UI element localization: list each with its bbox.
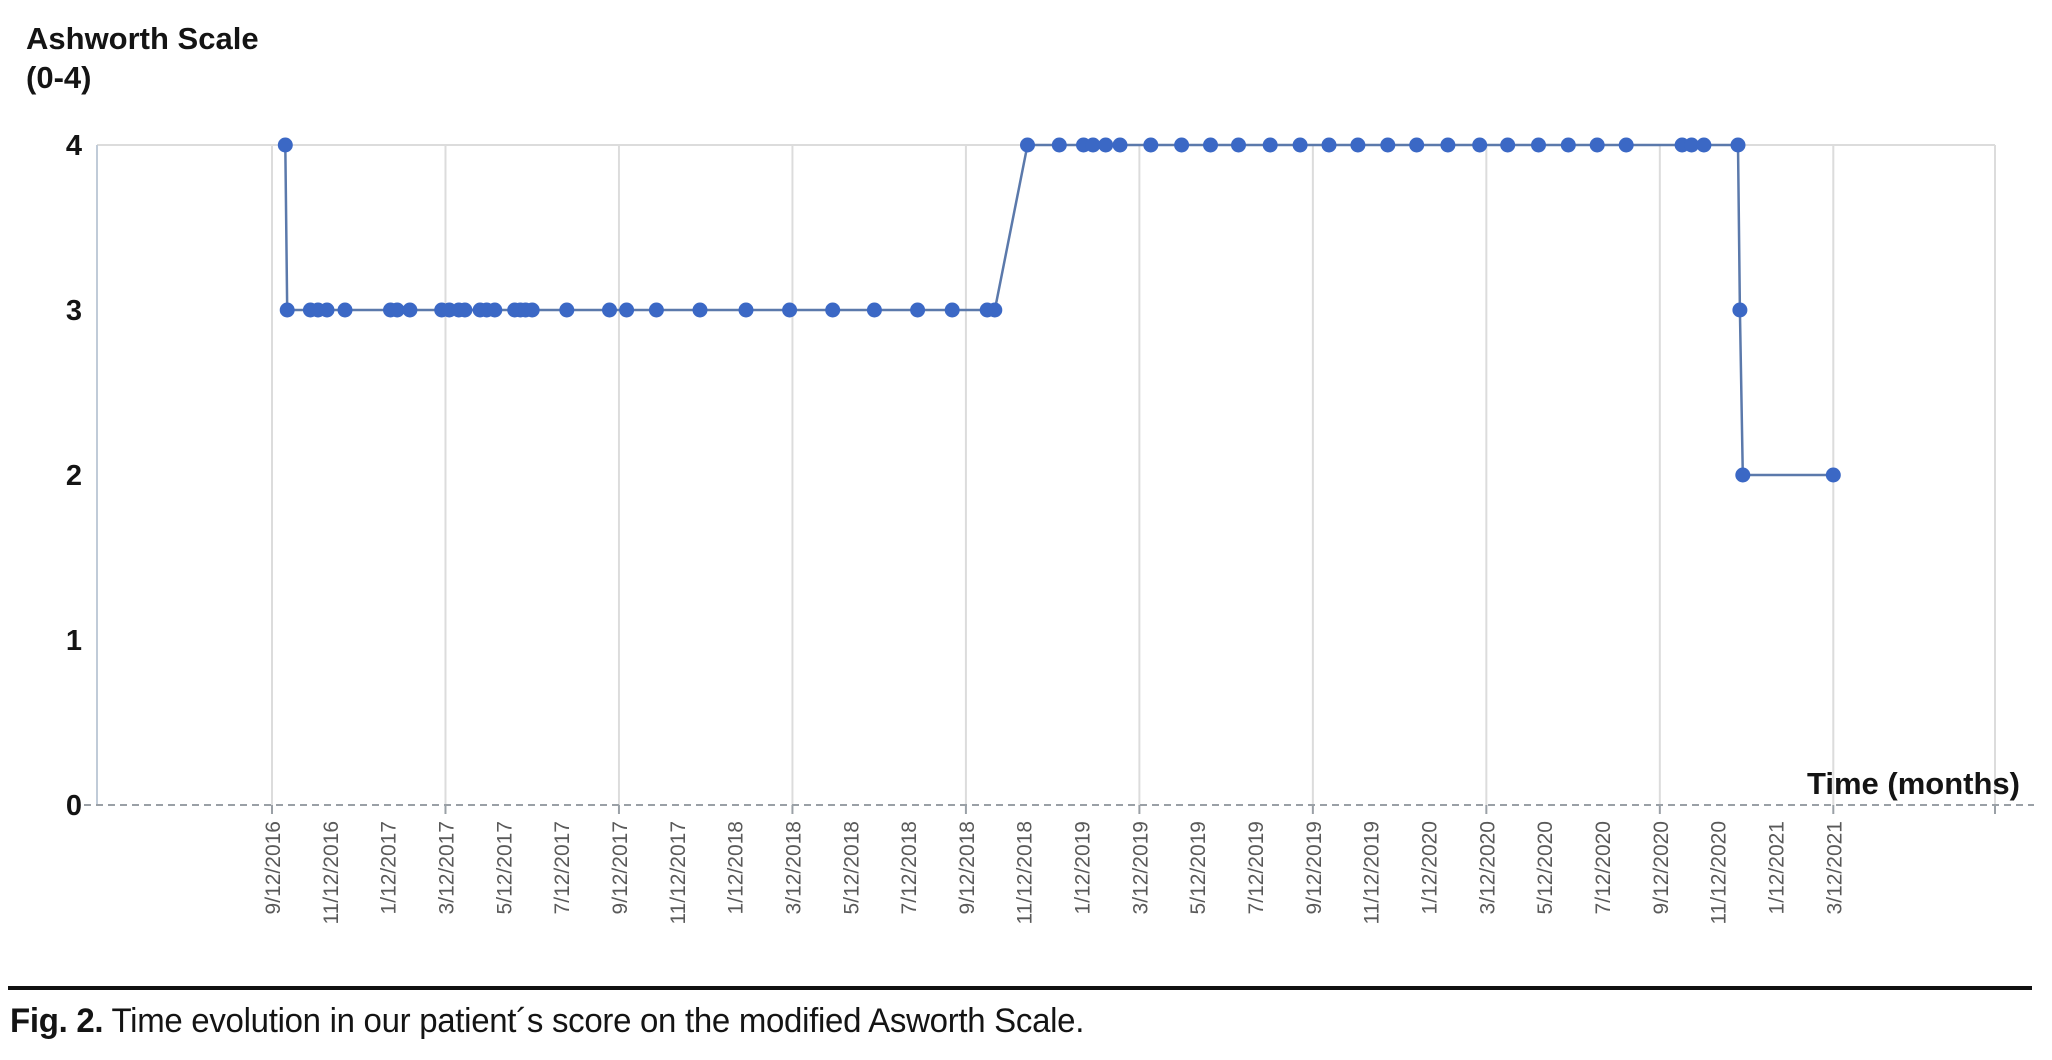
data-point [1684, 137, 1700, 153]
x-tick-label: 7/12/2020 [1592, 821, 1615, 914]
data-point [738, 302, 754, 318]
data-point [1560, 137, 1576, 153]
y-tick-label: 1 [66, 625, 82, 657]
x-tick-label: 5/12/2020 [1534, 821, 1557, 914]
x-tick-label: 9/12/2020 [1650, 821, 1673, 914]
x-tick-label: 9/12/2018 [956, 821, 979, 914]
data-point [1085, 137, 1101, 153]
data-point [319, 302, 335, 318]
data-point [1380, 137, 1396, 153]
x-tick-label: 3/12/2017 [435, 821, 458, 914]
data-point [1409, 137, 1425, 153]
data-point [524, 302, 540, 318]
x-tick-label: 11/12/2019 [1361, 821, 1384, 925]
data-point [1440, 137, 1456, 153]
data-point [1350, 137, 1366, 153]
data-point [487, 302, 503, 318]
data-point [987, 302, 1003, 318]
data-point [402, 302, 418, 318]
data-point [1531, 137, 1546, 153]
x-tick-label: 11/12/2020 [1708, 821, 1731, 925]
data-point [337, 302, 353, 318]
data-point [1472, 137, 1488, 153]
x-tick-label: 1/12/2020 [1419, 821, 1442, 914]
x-tick-label: 9/12/2017 [609, 821, 632, 914]
x-tick-label: 1/12/2021 [1765, 821, 1788, 914]
data-point [1112, 137, 1128, 153]
data-point [1730, 137, 1746, 153]
data-point [1174, 137, 1190, 153]
data-point [1292, 137, 1308, 153]
x-tick-label: 7/12/2017 [551, 821, 574, 914]
data-point [559, 302, 575, 318]
y-tick-label: 4 [66, 130, 82, 162]
data-point [1262, 137, 1278, 153]
data-point [1735, 467, 1751, 483]
data-point [279, 302, 295, 318]
figure-caption: Fig. 2. Time evolution in our patient´s … [10, 1002, 1950, 1041]
data-point [1618, 137, 1634, 153]
x-tick-label: 7/12/2018 [898, 821, 921, 914]
data-point [866, 302, 882, 318]
data-point [782, 302, 798, 318]
data-point [277, 137, 293, 153]
data-point [1020, 137, 1035, 153]
data-point [1825, 467, 1841, 483]
data-point [602, 302, 617, 318]
figure-caption-text: Time evolution in our patient´s score on… [103, 1002, 1085, 1040]
x-tick-label: 5/12/2017 [493, 821, 516, 914]
data-point [1321, 137, 1337, 153]
data-point [692, 302, 708, 318]
y-axis-title: Ashworth Scale (0-4) [26, 21, 259, 95]
x-tick-label: 1/12/2018 [725, 821, 748, 914]
data-point [1500, 137, 1516, 153]
data-point [389, 302, 405, 318]
ashworth-scale-line-chart: 0 1 2 3 4 9/12/2016 11/12/2016 1/12/2017 3/12/20… [66, 130, 2034, 925]
data-point [457, 302, 473, 318]
data-point [825, 302, 841, 318]
x-tick-label: 11/12/2017 [667, 821, 690, 925]
caption-divider [8, 986, 2032, 990]
data-point [1098, 137, 1114, 153]
data-point [1143, 137, 1159, 153]
data-point [1231, 137, 1246, 153]
x-tick-label: 9/12/2016 [262, 821, 285, 914]
data-point [1732, 302, 1748, 318]
figure-caption-label: Fig. 2. [10, 1002, 104, 1040]
data-point [1696, 137, 1712, 153]
x-tick-label: 11/12/2018 [1014, 821, 1037, 925]
x-tick-label: 9/12/2019 [1303, 821, 1326, 914]
y-tick-label: 2 [66, 460, 82, 492]
x-tick-label: 3/12/2020 [1476, 821, 1499, 914]
data-point [1589, 137, 1605, 153]
x-tick-label: 1/12/2019 [1072, 821, 1095, 914]
y-tick-label: 0 [66, 790, 82, 822]
data-point [1203, 137, 1218, 153]
x-tick-label: 5/12/2018 [840, 821, 863, 914]
x-tick-label: 5/12/2019 [1187, 821, 1210, 914]
x-tick-label: 3/12/2019 [1129, 821, 1152, 914]
x-tick-label: 11/12/2016 [320, 821, 343, 925]
x-axis-title: Time (months) [1807, 766, 2020, 801]
x-tick-label: 1/12/2017 [378, 821, 401, 914]
y-tick-label: 3 [66, 295, 82, 327]
x-tick-label: 3/12/2021 [1823, 821, 1846, 914]
data-point [944, 302, 960, 318]
data-point [648, 302, 664, 318]
x-tick-label: 3/12/2018 [782, 821, 805, 914]
x-tick-label: 7/12/2019 [1245, 821, 1268, 914]
data-point [619, 302, 635, 318]
data-point [1051, 137, 1067, 153]
data-point [910, 302, 926, 318]
